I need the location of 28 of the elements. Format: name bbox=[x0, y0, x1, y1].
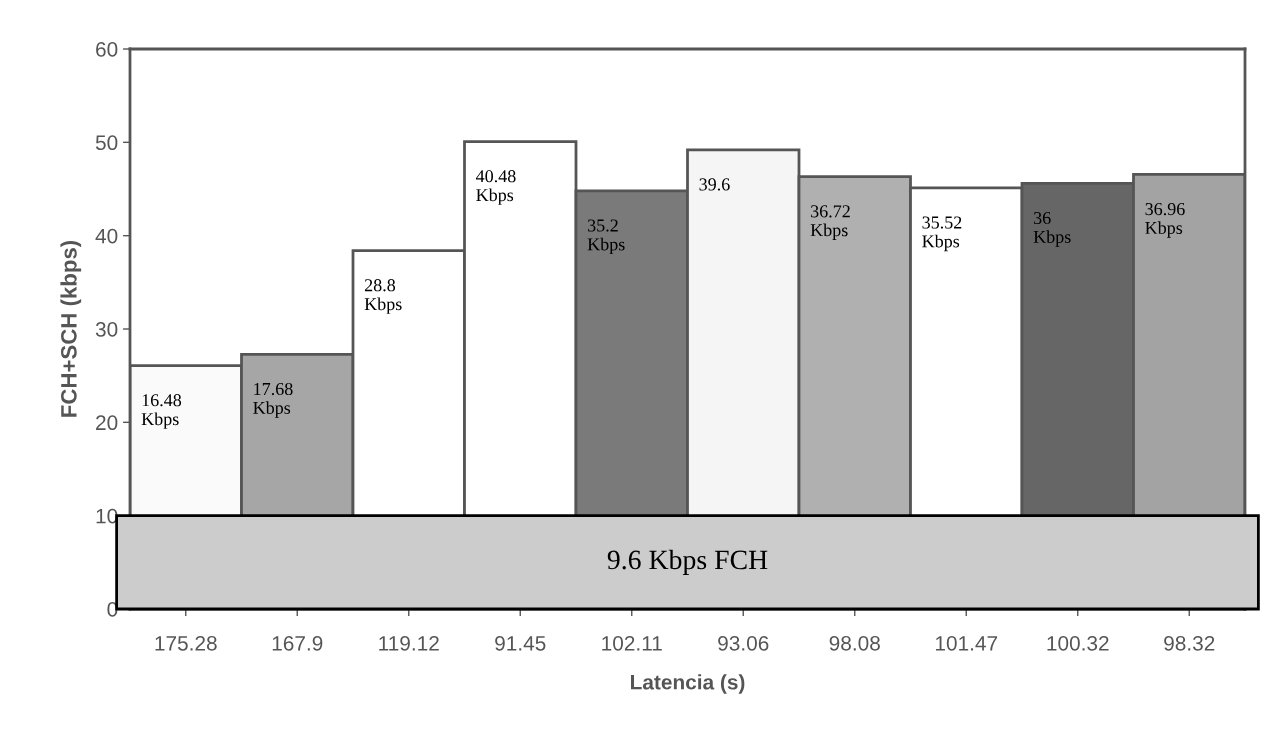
x-tick-label: 100.32 bbox=[1047, 635, 1109, 651]
x-tick-label: 93.06 bbox=[718, 635, 769, 651]
x-tick-label: 175.28 bbox=[155, 635, 217, 651]
x-tick-label: 167.9 bbox=[272, 635, 323, 651]
x-tick-label: 98.32 bbox=[1164, 635, 1215, 651]
data-label: 40.48 Kbps bbox=[476, 170, 516, 205]
data-label: 36.96 Kbps bbox=[1145, 203, 1185, 238]
y-axis-title: FCH+SCH (kbps) bbox=[60, 240, 82, 417]
y-tick-label: 30 bbox=[95, 322, 118, 337]
y-tick-label: 50 bbox=[95, 135, 118, 151]
data-label: 36 Kbps bbox=[1033, 211, 1071, 247]
x-tick-label: 101.47 bbox=[935, 635, 998, 651]
x-tick-label: 91.45 bbox=[495, 635, 546, 651]
y-tick-label: 60 bbox=[96, 42, 118, 57]
band-label: 9.6 Kbps FCH bbox=[607, 549, 768, 575]
x-tick-label: 119.12 bbox=[379, 635, 439, 651]
x-tick-label: 102.11 bbox=[602, 635, 662, 651]
y-tick-label: 20 bbox=[96, 415, 118, 431]
data-label: 35.2 Kbps bbox=[587, 219, 625, 255]
data-label: 28.8 Kbps bbox=[364, 279, 402, 314]
data-label: 35.52 Kbps bbox=[922, 216, 962, 252]
data-label: 17.68 Kbps bbox=[253, 382, 293, 418]
x-tick-label: 98.08 bbox=[829, 635, 880, 651]
data-label: 36.72 Kbps bbox=[810, 205, 850, 240]
data-label: 39.6 bbox=[699, 178, 730, 191]
y-tick-label: 40 bbox=[95, 228, 118, 244]
x-axis-title: Latencia (s) bbox=[631, 674, 745, 694]
data-label: 16.48 Kbps bbox=[141, 394, 182, 429]
